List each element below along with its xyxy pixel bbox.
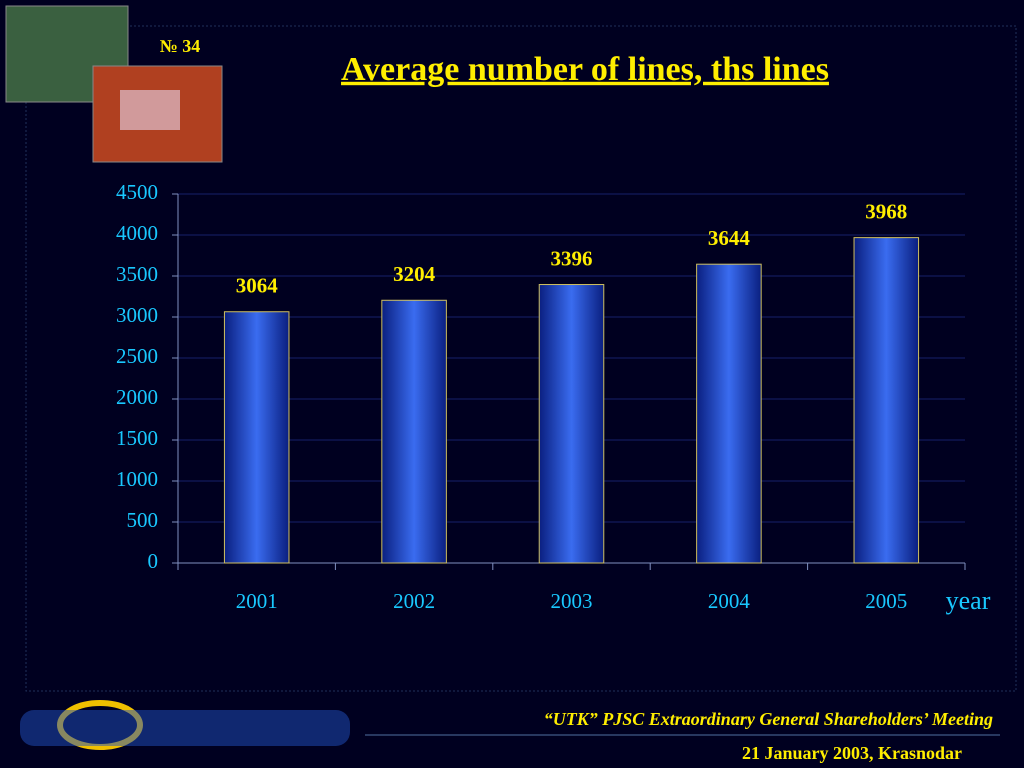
footer-date: 21 January 2003, Krasnodar — [742, 743, 962, 763]
value-label: 3968 — [865, 199, 907, 223]
bar — [853, 237, 920, 564]
bar — [223, 311, 290, 564]
x-tick-label: 2002 — [393, 589, 435, 613]
chart-title: Average number of lines, ths lines — [341, 51, 829, 88]
value-label: 3396 — [551, 246, 593, 270]
value-label: 3204 — [393, 262, 436, 286]
x-tick-label: 2001 — [236, 589, 278, 613]
bar — [696, 263, 762, 564]
photo-detail — [120, 90, 180, 130]
x-axis-label: year — [946, 586, 991, 615]
y-tick-label: 3000 — [116, 303, 158, 327]
y-tick-label: 4500 — [116, 180, 158, 204]
logo-shape — [20, 710, 350, 746]
value-label: 3064 — [236, 274, 279, 298]
y-tick-label: 4000 — [116, 221, 158, 245]
logo — [20, 700, 350, 750]
slide-number: № 34 — [160, 36, 201, 56]
footer-title: “UTK” PJSC Extraordinary General Shareho… — [544, 709, 993, 729]
y-tick-label: 0 — [148, 549, 159, 573]
x-tick-label: 2004 — [708, 589, 751, 613]
bar — [381, 299, 447, 564]
y-tick-label: 2000 — [116, 385, 158, 409]
y-tick-label: 1500 — [116, 426, 158, 450]
frame — [25, 25, 1017, 692]
x-tick-label: 2005 — [865, 589, 907, 613]
bar — [538, 284, 605, 564]
value-label: 3644 — [708, 226, 751, 250]
y-tick-label: 1000 — [116, 467, 158, 491]
y-tick-label: 500 — [127, 508, 159, 532]
y-tick-label: 2500 — [116, 344, 158, 368]
x-tick-label: 2003 — [551, 589, 593, 613]
y-tick-label: 3500 — [116, 262, 158, 286]
